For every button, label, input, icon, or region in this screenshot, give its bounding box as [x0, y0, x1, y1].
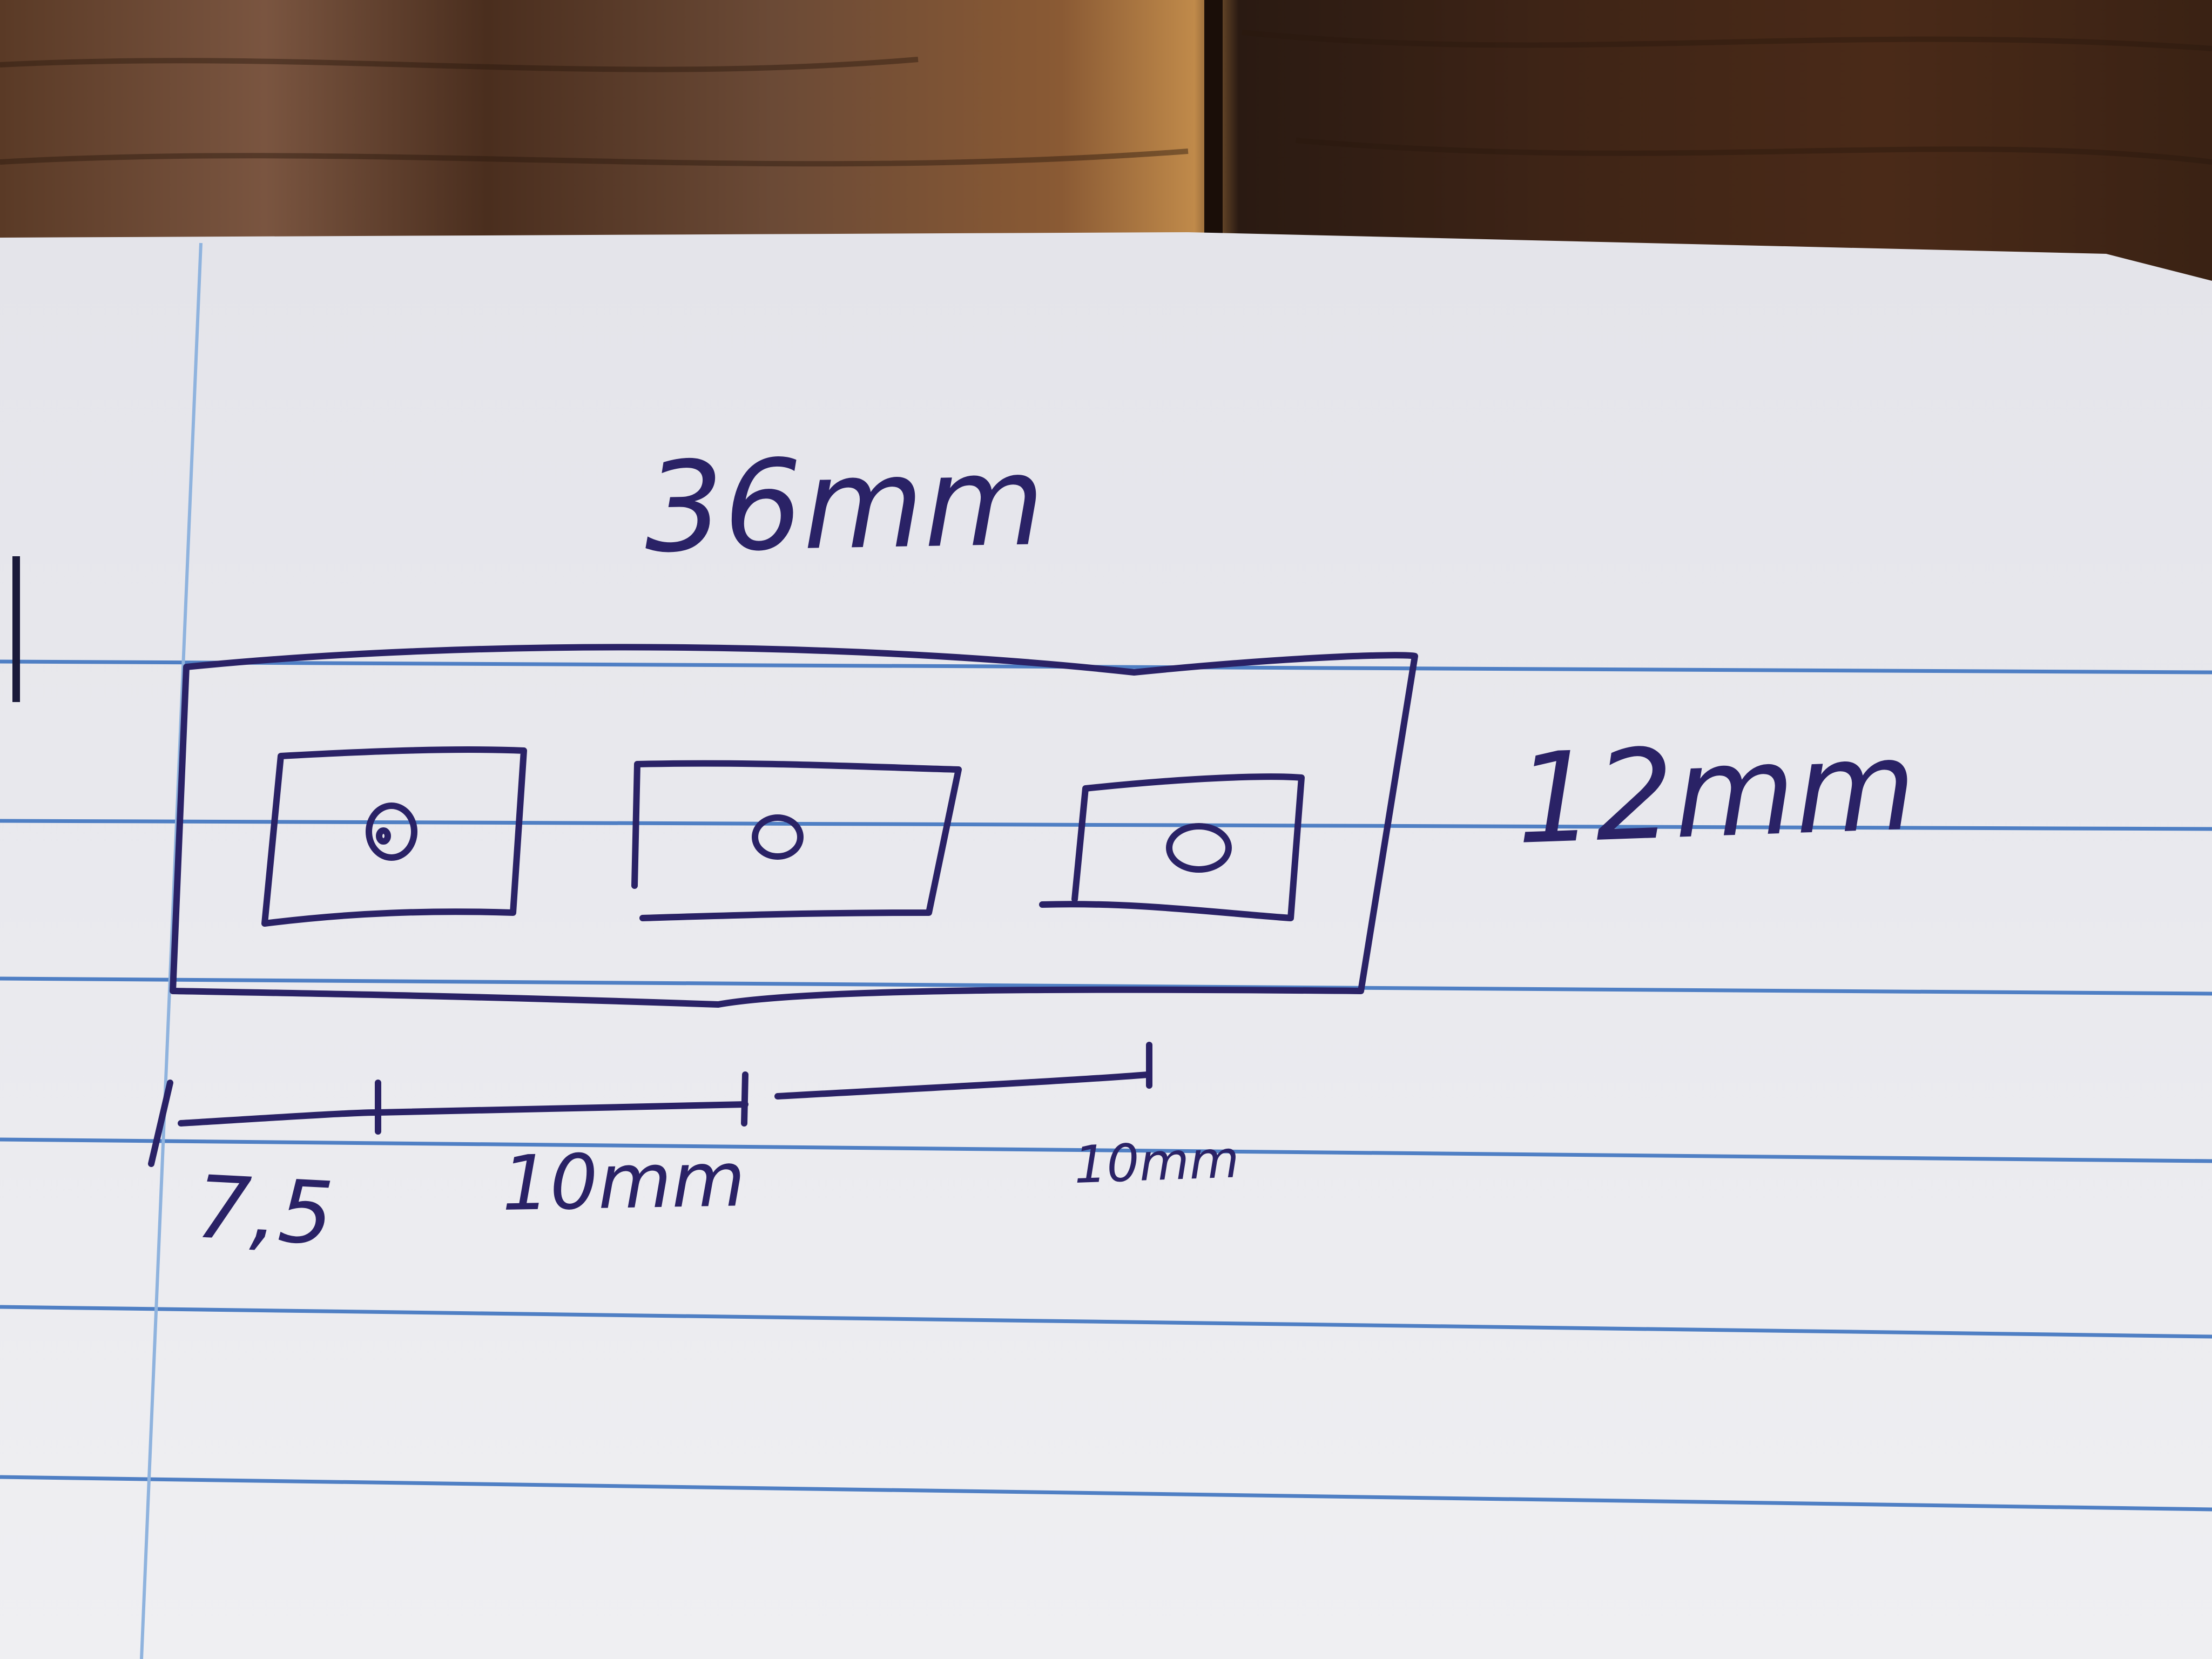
- outer-plate-outline: [170, 644, 1418, 1008]
- cutout-1-hole-inner: [376, 827, 391, 845]
- spacing-label-2: 10mm: [1073, 1130, 1240, 1195]
- first-offset-label: 7,5: [193, 1156, 336, 1264]
- spacing-label-1: 10mm: [501, 1136, 746, 1228]
- cutout-2-outline: [631, 760, 962, 921]
- notebook-page: [0, 232, 2212, 1659]
- cutout-1-hole: [366, 802, 417, 861]
- cutout-1-outline: [261, 746, 527, 927]
- rule-line-6: [0, 1475, 2212, 1512]
- wood-grain: [0, 30, 2212, 167]
- rule-line-5: [0, 1305, 2212, 1339]
- cutout-3-outline: [1039, 773, 1305, 921]
- sketch: [148, 644, 1418, 1167]
- cutout-3-hole: [1166, 823, 1232, 873]
- rule-line-4: [0, 1137, 2212, 1163]
- margin-line: [140, 242, 203, 1659]
- dimension-line: [148, 1071, 1151, 1167]
- rule-line-3: [0, 976, 2212, 996]
- overall-height-label: 12mm: [1514, 714, 1919, 872]
- dimension-tick-2: [741, 1071, 748, 1127]
- overall-width-label: 36mm: [643, 429, 1046, 581]
- wood-gap: [1204, 0, 1223, 259]
- cutout-2-hole: [752, 814, 804, 860]
